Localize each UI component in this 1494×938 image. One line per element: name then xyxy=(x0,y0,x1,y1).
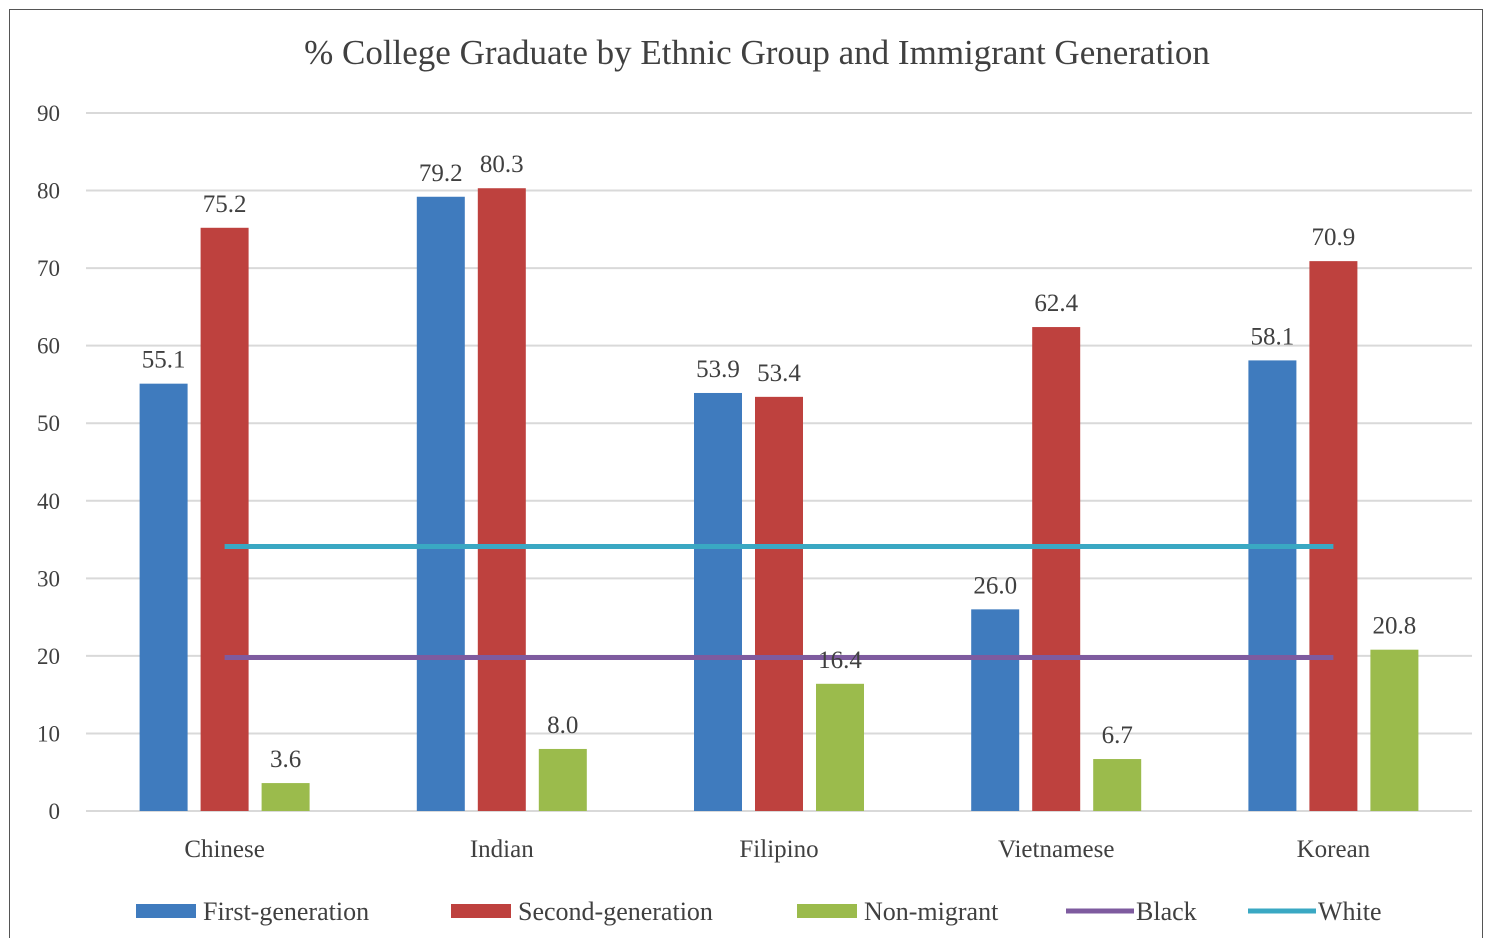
y-tick-label-60: 60 xyxy=(37,334,60,359)
bars xyxy=(139,188,1419,811)
bar-non-migrant-filipino xyxy=(816,683,864,811)
data-label-non-migrant-korean: 20.8 xyxy=(1373,613,1417,640)
data-label-first-generation-korean: 58.1 xyxy=(1251,323,1295,350)
data-label-non-migrant-chinese: 3.6 xyxy=(270,746,301,773)
bar-non-migrant-korean xyxy=(1370,649,1419,811)
data-label-second-generation-vietnamese: 62.4 xyxy=(1034,290,1078,317)
bar-first-generation-vietnamese xyxy=(971,609,1020,811)
bar-second-generation-indian xyxy=(477,188,526,811)
legend-label-non-migrant: Non-migrant xyxy=(864,897,999,926)
y-tick-label-30: 30 xyxy=(37,566,60,591)
bar-first-generation-indian xyxy=(416,196,465,811)
y-tick-label-0: 0 xyxy=(49,799,61,824)
data-label-first-generation-vietnamese: 26.0 xyxy=(973,572,1017,599)
chart-title: % College Graduate by Ethnic Group and I… xyxy=(304,33,1210,72)
bar-first-generation-filipino xyxy=(694,392,742,811)
data-label-non-migrant-filipino: 16.4 xyxy=(818,647,862,674)
data-label-first-generation-chinese: 55.1 xyxy=(142,347,186,374)
y-tick-label-50: 50 xyxy=(37,411,60,436)
legend-label-white: White xyxy=(1318,897,1382,926)
legend-label-first-generation: First-generation xyxy=(203,897,369,926)
legend-swatch-non-migrant xyxy=(797,904,857,918)
x-tick-label-filipino: Filipino xyxy=(739,836,818,863)
legend-swatch-second-generation xyxy=(451,904,511,918)
bar-non-migrant-indian xyxy=(538,748,587,811)
data-labels: 55.1 75.2 3.6 79.2 80.3 8.0 53.9 53.4 16.4 26.0 62… xyxy=(142,151,1417,773)
bar-first-generation-chinese xyxy=(139,383,188,811)
data-label-non-migrant-indian: 8.0 xyxy=(547,712,578,739)
y-tick-label-20: 20 xyxy=(37,644,60,669)
bar-second-generation-filipino xyxy=(755,396,803,811)
bar-second-generation-chinese xyxy=(200,227,249,811)
y-tick-label-40: 40 xyxy=(37,489,60,514)
bar-non-migrant-chinese xyxy=(261,783,310,811)
y-tick-label-10: 10 xyxy=(37,721,60,746)
y-tick-label-80: 80 xyxy=(37,179,60,204)
legend-label-second-generation: Second-generation xyxy=(518,897,713,926)
x-tick-label-korean: Korean xyxy=(1297,836,1371,863)
legend-label-black: Black xyxy=(1136,897,1197,926)
data-label-second-generation-chinese: 75.2 xyxy=(203,191,247,218)
legend: First-generation Second-generation Non-mig… xyxy=(136,897,1382,926)
chart-frame xyxy=(9,9,1483,938)
bar-first-generation-korean xyxy=(1248,360,1297,811)
x-tick-label-vietnamese: Vietnamese xyxy=(998,836,1115,863)
x-tick-label-chinese: Chinese xyxy=(184,836,265,863)
x-axis: Chinese Indian Filipino Vietnamese Korean xyxy=(184,836,1370,863)
reference-lines xyxy=(224,544,1334,660)
data-label-first-generation-filipino: 53.9 xyxy=(696,356,740,383)
bar-non-migrant-vietnamese xyxy=(1093,759,1142,811)
x-tick-label-indian: Indian xyxy=(470,836,534,863)
y-axis: 0 10 20 30 40 50 60 70 80 90 xyxy=(37,101,60,824)
legend-swatch-first-generation xyxy=(136,904,196,918)
bar-second-generation-korean xyxy=(1309,261,1358,811)
y-tick-label-90: 90 xyxy=(37,101,60,126)
data-label-second-generation-korean: 70.9 xyxy=(1312,224,1356,251)
data-label-first-generation-indian: 79.2 xyxy=(419,160,463,187)
data-label-non-migrant-vietnamese: 6.7 xyxy=(1102,722,1133,749)
data-label-second-generation-indian: 80.3 xyxy=(480,151,524,178)
data-label-second-generation-filipino: 53.4 xyxy=(757,360,801,387)
y-tick-label-70: 70 xyxy=(37,256,60,281)
bar-second-generation-vietnamese xyxy=(1032,327,1081,811)
